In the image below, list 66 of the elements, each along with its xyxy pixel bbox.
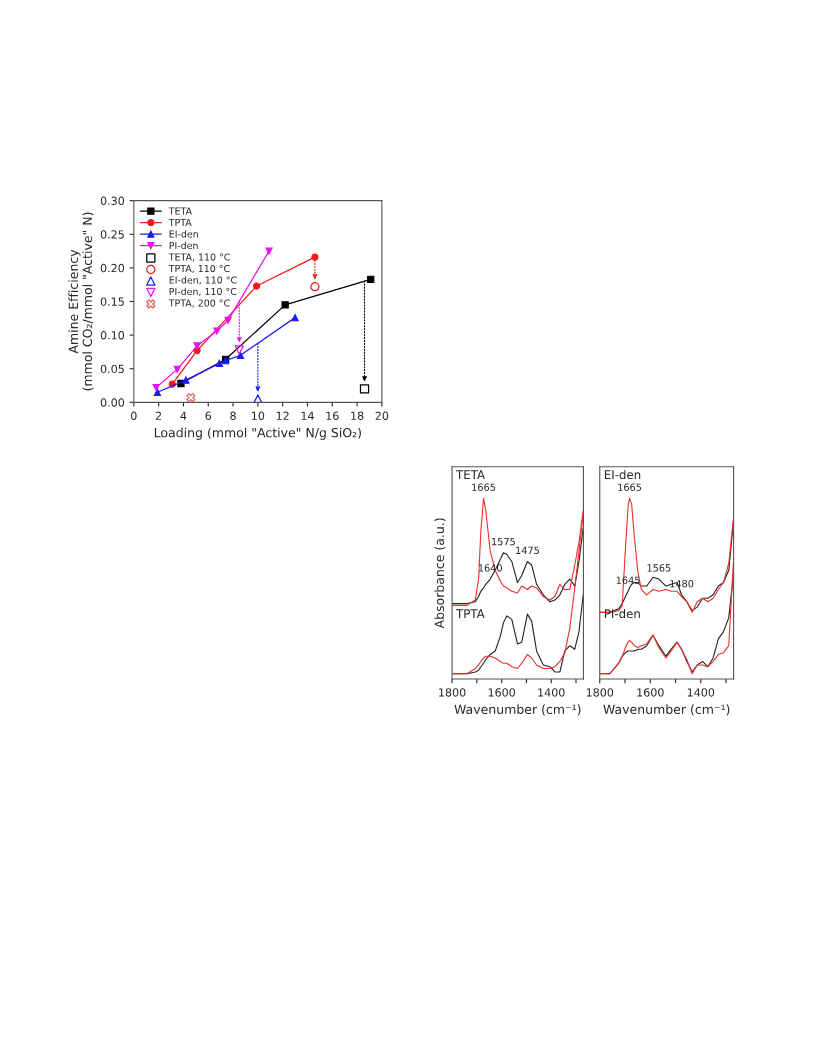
x-tick-label: 10	[252, 411, 265, 420]
legend-label: TPTA, 110 °C	[168, 264, 230, 274]
annotation: 1665	[618, 483, 642, 491]
x-tick-label: 16	[326, 411, 339, 420]
annotation: TPTA	[455, 609, 485, 618]
x-axis-title: Wavenumber (cm⁻¹)	[454, 704, 581, 716]
point	[152, 383, 160, 392]
legend-label: TETA, 110 °C	[168, 253, 230, 262]
point	[253, 394, 263, 403]
point	[193, 342, 201, 350]
point	[252, 282, 261, 290]
y-tick-label: 0.20	[100, 263, 125, 273]
point	[236, 351, 245, 359]
y-tick-label: 0.00	[100, 398, 125, 407]
y-tick-label: 0.10	[100, 331, 125, 340]
point	[359, 384, 370, 394]
annotation: 1565	[647, 564, 671, 572]
y-axis-title: Amine Efficiency (mmol CO₂/mmol "Active" N)	[68, 212, 94, 391]
point	[173, 365, 181, 374]
x-tick-label: 18	[351, 411, 364, 420]
x-tick-label: 1800	[439, 688, 466, 697]
point	[213, 327, 221, 335]
legend-label: TETA	[168, 207, 192, 215]
legend-label: PI-den, 110 °C	[169, 287, 237, 297]
x-tick-label: 1400	[687, 688, 715, 697]
point	[153, 388, 162, 396]
point	[281, 301, 289, 309]
point	[291, 313, 299, 322]
annotation: 1665	[472, 483, 496, 491]
annotation: PI-den	[604, 608, 640, 619]
x-tick-label: 2	[155, 411, 162, 420]
legend-label: TPTA, 200 °C	[168, 299, 230, 308]
legend-label: EI-den, 110 °C	[169, 276, 237, 285]
y-tick-label: 0.05	[100, 364, 124, 374]
y-tick-label: 0.25	[100, 230, 124, 239]
x-tick-label: 1400	[538, 688, 565, 697]
annotation: 1575	[492, 538, 515, 546]
x-axis-title: Wavenumber (cm⁻¹)	[603, 704, 730, 716]
x-tick-label: 1800	[586, 688, 614, 697]
x-tick-label: 1600	[488, 688, 516, 697]
x-tick-label: 20	[375, 411, 389, 420]
y-axis-title: Absorbance (a.u.)	[434, 518, 446, 629]
text: EI-den	[604, 469, 641, 480]
point	[367, 275, 375, 283]
y-tick-label: 0.15	[100, 297, 124, 306]
x-tick-label: 1600	[637, 688, 664, 697]
legend-label: PI-den	[169, 241, 198, 250]
x-tick-label: 12	[276, 411, 289, 420]
point	[224, 316, 232, 324]
point	[265, 247, 273, 255]
x-tick-label: 4	[180, 411, 187, 420]
text: TETA	[455, 470, 485, 479]
point	[234, 345, 244, 355]
point	[310, 282, 320, 292]
point	[215, 359, 224, 367]
legend-label: EI-den	[169, 230, 198, 238]
x-tick-label: 6	[205, 411, 212, 420]
x-tick-label: 8	[230, 411, 236, 420]
x-tick-label: 0	[131, 411, 137, 420]
annotation: 1475	[516, 546, 539, 555]
point	[186, 392, 196, 403]
legend-label: TPTA	[168, 219, 192, 226]
x-axis-title: Loading (mmol "Active" N/g SiO₂)	[154, 427, 361, 440]
point	[182, 376, 190, 384]
y-tick-label: 0.30	[100, 196, 125, 206]
x-tick-label: 14	[301, 411, 314, 420]
